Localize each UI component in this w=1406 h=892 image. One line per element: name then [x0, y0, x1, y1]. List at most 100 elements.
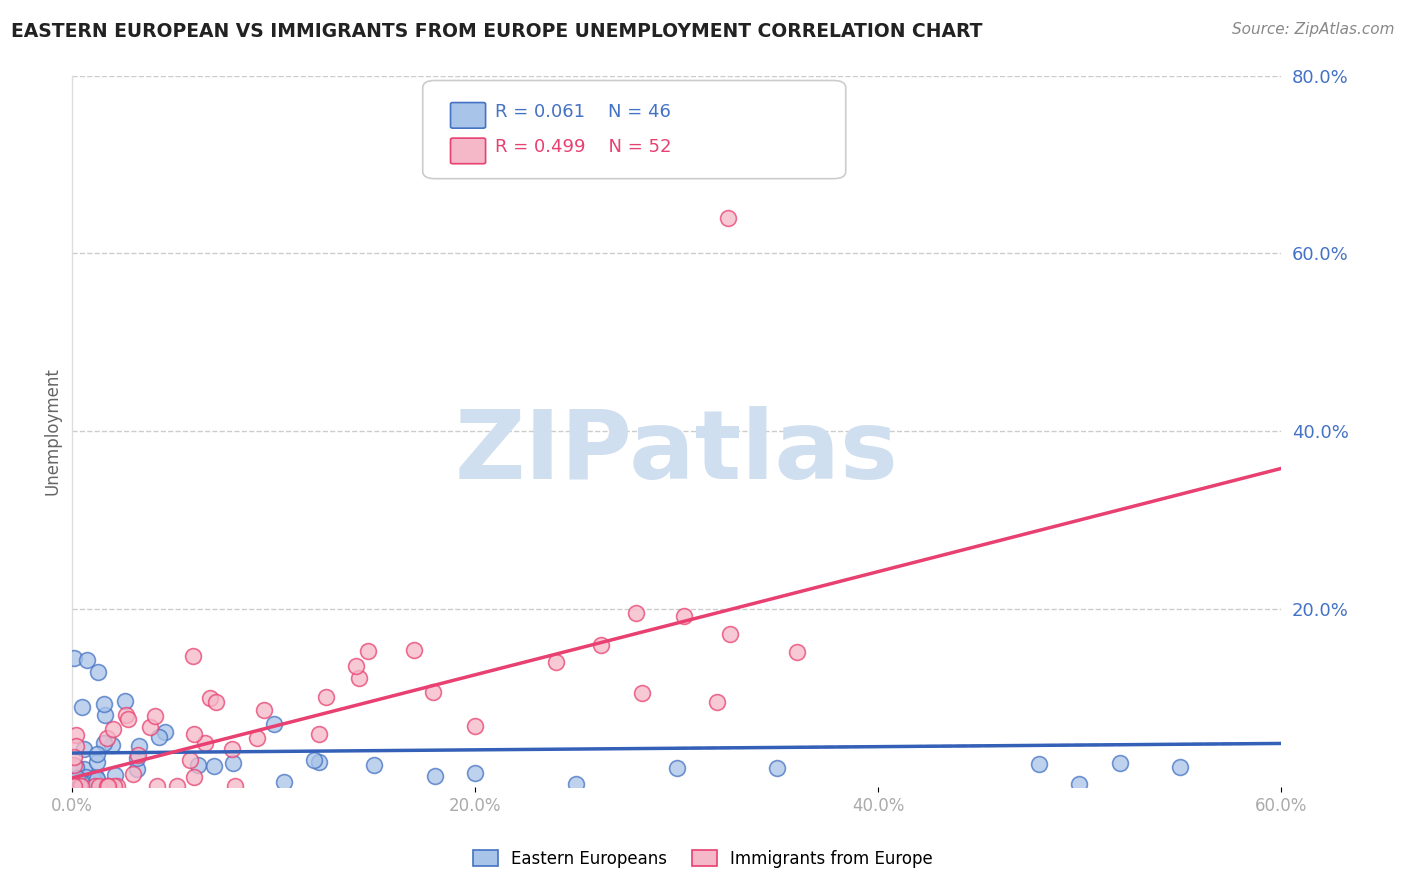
- Point: [70, 700, 93, 714]
- Point: [63, 749, 86, 764]
- Point: [308, 727, 330, 741]
- Point: [565, 777, 588, 791]
- Legend: Eastern Europeans, Immigrants from Europe: Eastern Europeans, Immigrants from Europ…: [467, 844, 939, 875]
- Point: [86, 770, 108, 784]
- Point: [69, 779, 91, 793]
- Point: [66, 771, 89, 785]
- Point: [86, 772, 108, 787]
- Point: [349, 671, 371, 685]
- Point: [73, 742, 96, 756]
- Point: [62, 650, 84, 665]
- Point: [711, 139, 734, 153]
- Point: [125, 762, 148, 776]
- Point: [672, 609, 695, 624]
- Point: [423, 769, 446, 783]
- Point: [145, 708, 167, 723]
- Text: Source: ZipAtlas.com: Source: ZipAtlas.com: [1232, 22, 1395, 37]
- Y-axis label: Unemployment: Unemployment: [44, 368, 60, 495]
- FancyBboxPatch shape: [423, 80, 846, 178]
- Point: [148, 731, 170, 745]
- Point: [97, 779, 120, 793]
- Point: [464, 719, 486, 733]
- Point: [86, 756, 108, 770]
- Point: [104, 768, 127, 782]
- Point: [631, 685, 654, 699]
- Point: [205, 695, 228, 709]
- Point: [402, 643, 425, 657]
- Point: [273, 775, 295, 789]
- Point: [464, 765, 486, 780]
- Point: [114, 694, 136, 708]
- Point: [73, 762, 96, 776]
- Point: [146, 779, 169, 793]
- Point: [626, 606, 648, 620]
- Point: [308, 756, 330, 770]
- Point: [183, 770, 205, 784]
- Point: [101, 723, 124, 737]
- Point: [76, 653, 98, 667]
- Point: [718, 627, 741, 641]
- Point: [96, 779, 118, 793]
- Point: [766, 761, 789, 775]
- Point: [93, 736, 115, 750]
- Point: [544, 656, 567, 670]
- Point: [65, 772, 87, 787]
- Point: [107, 779, 129, 793]
- Text: ZIPatlas: ZIPatlas: [454, 406, 898, 499]
- Point: [77, 775, 100, 789]
- Point: [1069, 777, 1091, 791]
- Point: [96, 731, 118, 746]
- Point: [422, 684, 444, 698]
- Text: R = 0.499    N = 52: R = 0.499 N = 52: [495, 138, 672, 156]
- Point: [706, 695, 728, 709]
- Point: [70, 779, 93, 793]
- Point: [72, 773, 94, 788]
- Point: [253, 703, 276, 717]
- Point: [103, 779, 125, 793]
- Point: [224, 779, 246, 793]
- Point: [69, 775, 91, 789]
- Point: [128, 739, 150, 754]
- Text: R = 0.061    N = 46: R = 0.061 N = 46: [495, 103, 671, 120]
- Point: [89, 779, 111, 793]
- Point: [589, 638, 612, 652]
- Point: [1168, 760, 1191, 774]
- Point: [194, 736, 217, 750]
- Point: [202, 759, 225, 773]
- Point: [65, 760, 87, 774]
- Point: [1108, 756, 1130, 771]
- Point: [125, 751, 148, 765]
- Point: [356, 644, 378, 658]
- Point: [65, 728, 87, 742]
- Point: [117, 712, 139, 726]
- Point: [222, 756, 245, 770]
- Point: [183, 727, 205, 741]
- Point: [302, 753, 325, 767]
- Point: [87, 665, 110, 679]
- Point: [221, 742, 243, 756]
- Point: [122, 767, 145, 781]
- FancyBboxPatch shape: [450, 103, 485, 128]
- Point: [665, 761, 688, 775]
- Text: EASTERN EUROPEAN VS IMMIGRANTS FROM EUROPE UNEMPLOYMENT CORRELATION CHART: EASTERN EUROPEAN VS IMMIGRANTS FROM EURO…: [11, 22, 983, 41]
- Point: [344, 659, 367, 673]
- Point: [83, 779, 105, 793]
- Point: [153, 725, 176, 739]
- Point: [246, 731, 269, 745]
- Point: [93, 697, 115, 711]
- Point: [75, 770, 97, 784]
- Point: [166, 779, 188, 793]
- Point: [717, 211, 740, 225]
- Point: [127, 748, 149, 763]
- Point: [786, 645, 808, 659]
- Point: [181, 648, 204, 663]
- Point: [139, 721, 162, 735]
- FancyBboxPatch shape: [450, 138, 485, 164]
- Point: [63, 758, 86, 772]
- Point: [63, 779, 86, 793]
- Point: [1028, 757, 1050, 772]
- Point: [94, 707, 117, 722]
- Point: [198, 690, 221, 705]
- Point: [363, 758, 385, 772]
- Point: [263, 716, 285, 731]
